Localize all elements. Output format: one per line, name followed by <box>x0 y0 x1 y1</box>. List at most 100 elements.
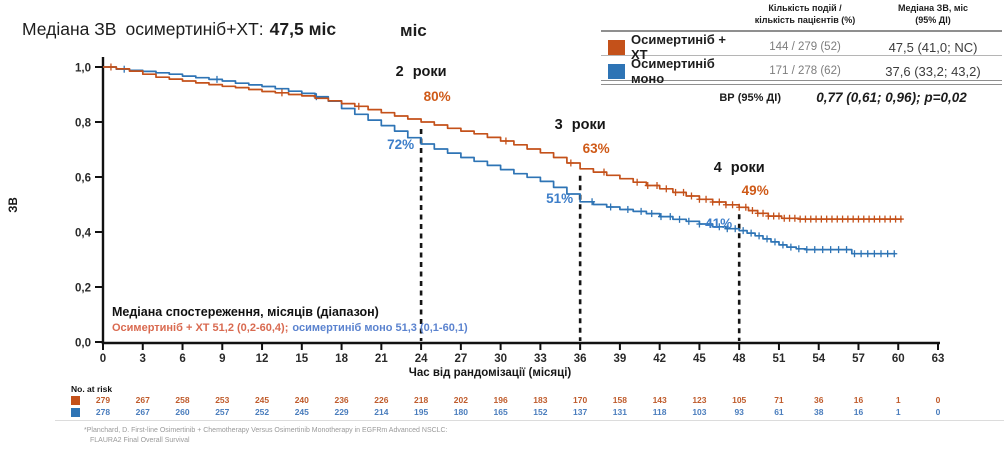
x-tick-label: 42 <box>653 353 666 365</box>
results-table: Кількість подій / кількість пацієнтів (%… <box>601 3 1002 105</box>
at-risk-value: 1 <box>895 407 901 417</box>
hr-value: 0,77 (0,61; 0,96); p=0,02 <box>816 90 967 106</box>
x-tick-label: 57 <box>852 353 865 365</box>
at-risk-value: 260 <box>175 407 190 417</box>
x-tick-label: 39 <box>614 353 627 365</box>
x-tick-label: 6 <box>179 353 185 365</box>
x-tick-label: 60 <box>892 353 905 365</box>
results-table-header: Кількість подій / кількість пацієнтів (%… <box>601 3 1002 30</box>
milestone-year-label: 4 роки <box>713 160 765 176</box>
at-risk-value: 253 <box>215 395 230 405</box>
y-tick-label: 0,4 <box>75 228 92 240</box>
at-risk-value: 226 <box>374 395 389 405</box>
at-risk-value: 252 <box>254 407 270 417</box>
milestone-pct-mono: 51% <box>546 191 574 206</box>
milestone-year-label: 2 роки <box>395 64 447 80</box>
at-risk-value: 93 <box>734 407 744 417</box>
title-part2: осимертиніб+ХТ: <box>125 19 264 39</box>
followup-note-title: Медіана спостереження, місяців (діапазон… <box>112 305 379 319</box>
title-median-value: 47,5 міс <box>269 19 337 39</box>
at-risk-value: 196 <box>493 395 508 405</box>
at-risk-label: No. at risk <box>71 384 113 394</box>
combo-median: 47,5 (41,0; NC) <box>888 39 978 55</box>
x-tick-label: 48 <box>733 353 746 365</box>
at-risk-value: 16 <box>853 395 864 405</box>
followup-mono: осимертиніб моно 51,3 (0,1-60,1) <box>292 322 468 334</box>
at-risk-value: 143 <box>652 395 667 405</box>
x-tick-label: 45 <box>693 353 706 365</box>
mono-color-swatch <box>608 63 625 79</box>
y-axis-label: ЗВ <box>8 197 20 213</box>
at-risk-value: 202 <box>453 395 468 405</box>
y-tick-label: 0,0 <box>75 338 91 350</box>
followup-note-values: Осимертиніб + ХТ 51,2 (0,2-60,4); осимерт… <box>112 322 468 334</box>
km-curve-mono <box>103 66 896 255</box>
km-curve-combo <box>103 66 903 220</box>
hazard-ratio-row: ВР (95% ДІ) 0,77 (0,61; 0,96); p=0,02 <box>601 85 1002 105</box>
at-risk-value: 38 <box>813 407 824 417</box>
at-risk-value: 214 <box>374 407 389 417</box>
at-risk-value: 123 <box>692 395 707 405</box>
x-tick-label: 33 <box>534 353 547 365</box>
at-risk-value: 137 <box>573 407 588 417</box>
at-risk-value: 16 <box>853 407 864 417</box>
mono-median: 37,6 (33,2; 43,2) <box>885 63 981 79</box>
y-tick-label: 0,6 <box>75 173 91 185</box>
milestone-pct-mono: 72% <box>387 137 415 152</box>
at-risk-value: 240 <box>294 395 309 405</box>
at-risk-underline <box>55 420 1004 421</box>
at-risk-swatch-mono <box>71 407 80 417</box>
at-risk-value: 1 <box>895 395 901 405</box>
x-tick-label: 12 <box>256 353 269 365</box>
at-risk-swatch-combo <box>71 395 80 405</box>
at-risk-value: 36 <box>813 395 824 405</box>
milestone-year-label: 3 роки <box>554 117 606 133</box>
x-tick-label: 15 <box>295 353 308 365</box>
at-risk-value: 158 <box>612 395 627 405</box>
at-risk-value: 278 <box>95 407 111 417</box>
at-risk-value: 267 <box>135 407 150 417</box>
x-tick-label: 18 <box>335 353 348 365</box>
reference-footnote: *Planchard, D. First-line Osimertinib + … <box>84 426 448 446</box>
at-risk-value: 105 <box>732 395 747 405</box>
at-risk-value: 180 <box>453 407 468 417</box>
y-tick-label: 1,0 <box>75 63 91 75</box>
at-risk-value: 218 <box>414 395 429 405</box>
at-risk-value: 118 <box>652 407 667 417</box>
at-risk-value: 131 <box>612 407 627 417</box>
at-risk-value: 267 <box>135 395 150 405</box>
at-risk-value: 245 <box>254 395 270 405</box>
y-tick-label: 0,8 <box>75 118 92 130</box>
x-tick-label: 3 <box>140 353 146 365</box>
milestone-pct-combo: 49% <box>741 183 769 198</box>
at-risk-value: 0 <box>935 407 941 417</box>
table-divider <box>601 80 1002 86</box>
hr-label: ВР (95% ДІ) <box>719 91 781 104</box>
table-row-mono: Осимертиніб моно 171 / 278 (62) 37,6 (33… <box>601 55 1002 86</box>
x-tick-label: 30 <box>494 353 507 365</box>
followup-note: Медіана спостереження, місяців (діапазон… <box>112 305 468 334</box>
milestone-pct-combo: 80% <box>423 89 451 104</box>
at-risk-value: 229 <box>334 407 349 417</box>
title-stray-unit: міс <box>400 21 427 40</box>
mono-series-name: Осимертиніб моно <box>631 56 715 87</box>
combo-color-swatch <box>608 39 625 55</box>
x-tick-label: 0 <box>100 353 106 365</box>
followup-combo: Осимертиніб + ХТ 51,2 (0,2-60,4); <box>112 322 289 334</box>
x-tick-label: 63 <box>932 353 945 365</box>
at-risk-value: 103 <box>692 407 707 417</box>
p-value: p=0,02 <box>924 90 967 106</box>
page-title: Медіана ЗВ осимертиніб+ХТ: 47,5 міс <box>22 19 336 40</box>
header-events: Кількість подій / кількість пацієнтів (%… <box>754 3 856 25</box>
at-risk-value: 61 <box>774 407 784 417</box>
header-median: Медіана ЗВ, міс (95% ДІ) <box>898 3 968 25</box>
x-tick-label: 9 <box>219 353 225 365</box>
table-row-combo: Осимертиніб + ХТ 144 / 279 (52) 47,5 (41… <box>601 30 1002 62</box>
at-risk-value: 0 <box>935 395 941 405</box>
reference-line1: *Planchard, D. First-line Osimertinib + … <box>84 427 448 434</box>
at-risk-value: 152 <box>533 407 548 417</box>
combo-series-name: Осимертиніб + ХТ <box>631 32 727 63</box>
combo-events: 144 / 279 (52) <box>769 41 841 54</box>
